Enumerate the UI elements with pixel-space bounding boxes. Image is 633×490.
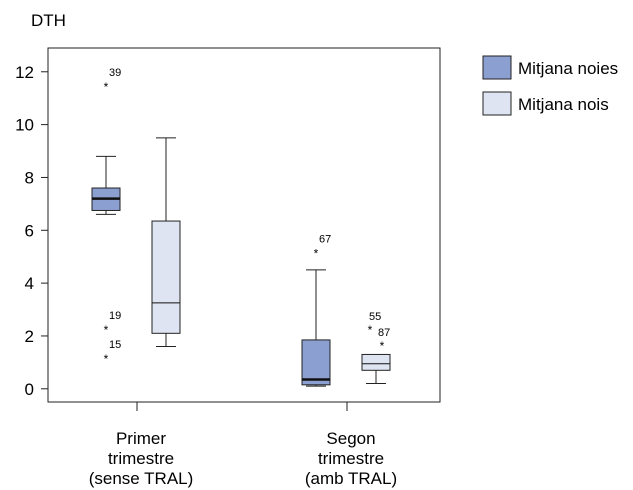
outlier-marker: * — [104, 80, 109, 94]
outlier-marker: * — [368, 323, 373, 337]
box-iqr — [151, 220, 181, 334]
outlier-label: 39 — [109, 67, 121, 79]
outlier-label: 19 — [109, 310, 121, 322]
box-iqr — [301, 339, 331, 386]
x-category-label: Segon — [326, 429, 375, 448]
x-category-label: trimestre — [108, 449, 174, 468]
x-category-label: trimestre — [318, 449, 384, 468]
y-tick-label: 10 — [15, 116, 34, 135]
outlier-label: 67 — [319, 233, 331, 245]
legend-label: Mitjana nois — [518, 95, 609, 114]
legend: Mitjana noies Mitjana nois — [482, 55, 618, 116]
outlier-marker: * — [314, 246, 319, 260]
outlier-marker: * — [104, 352, 109, 366]
x-category-label: (sense TRAL) — [89, 469, 194, 488]
box-iqr — [361, 353, 391, 371]
y-tick-label: 2 — [25, 327, 34, 346]
y-tick-label: 8 — [25, 168, 34, 187]
legend-swatch — [482, 55, 512, 80]
y-tick-label: 4 — [25, 274, 34, 293]
y-axis-title: DTH — [31, 11, 66, 30]
y-tick-label: 0 — [25, 380, 34, 399]
legend-label: Mitjana noies — [518, 59, 618, 78]
legend-swatch — [482, 91, 512, 116]
outlier-label: 15 — [109, 339, 121, 351]
y-tick-label: 6 — [25, 221, 34, 240]
outlier-marker: * — [104, 323, 109, 337]
box-group: *55*87 — [361, 311, 391, 385]
box-group — [151, 137, 181, 348]
outlier-marker: * — [380, 339, 385, 353]
plot-frame — [47, 47, 441, 403]
outlier-label: 55 — [369, 311, 381, 323]
box-group: *39*19*15 — [91, 67, 121, 366]
box-group: *67 — [301, 233, 331, 387]
y-tick-label: 12 — [15, 63, 34, 82]
x-category-label: Primer — [116, 429, 166, 448]
x-category-label: (amb TRAL) — [305, 469, 397, 488]
outlier-label: 87 — [378, 327, 390, 339]
